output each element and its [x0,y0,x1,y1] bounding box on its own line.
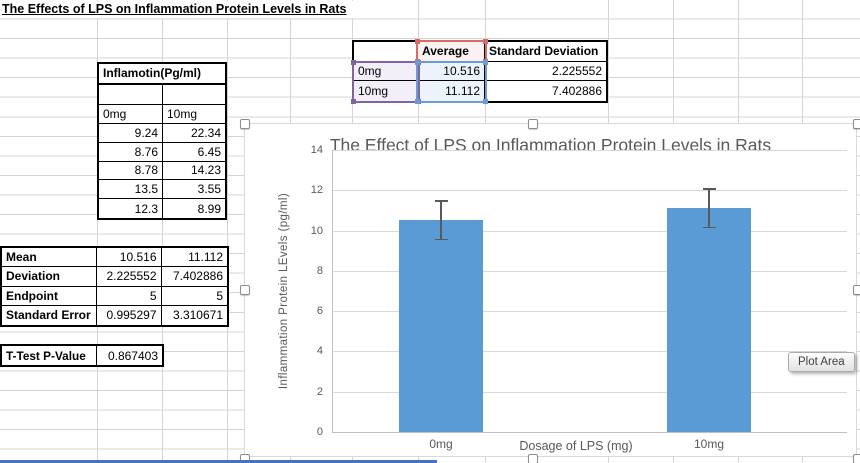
data-cell[interactable]: 8.78 [99,161,163,181]
chart-gridline [332,230,847,232]
ttest-value[interactable]: 0.867403 [97,346,162,365]
summary-average-0mg[interactable]: 10.516 [418,61,485,82]
summary-label-10mg[interactable]: 10mg [354,81,418,101]
average-header-cell[interactable]: Average [418,42,485,62]
summary-table: Average Standard Deviation 0mg 10.516 2.… [351,39,608,104]
ttest-label[interactable]: T-Test P-Value [2,346,97,365]
stat-value[interactable]: 11.112 [161,248,227,268]
sheet-title-cell[interactable]: The Effects of LPS on Inflammation Prote… [0,1,355,18]
y-tick-label: 8 [316,264,323,277]
window-bottom-edge [0,460,437,463]
x-category-label: 0mg [429,437,453,451]
data-cell[interactable]: 22.34 [163,124,225,143]
std-dev-header-cell[interactable]: Standard Deviation [485,42,606,62]
stat-value[interactable]: 10.516 [97,248,162,268]
inflamotin-table: Inflamotin(Pg/ml) 0mg 10mg 9.24 22.34 8.… [97,62,227,220]
inflamotin-table-header[interactable]: Inflamotin(Pg/ml) [99,64,225,85]
chart-gridline [332,311,847,313]
sheet-gridline [162,0,163,463]
sheet-gridline [97,0,98,463]
plot-area[interactable]: 0 2 4 6 8 10 12 14 0mg 10mg [245,124,856,456]
data-cell[interactable]: 9.24 [99,124,163,143]
column-header-0mg[interactable]: 0mg [99,105,163,124]
chart-selection-handle[interactable] [853,454,860,463]
y-tick-label: 4 [316,345,323,358]
chart-selection-handle[interactable] [528,119,538,129]
bar-0mg[interactable] [399,220,483,432]
data-cell[interactable]: 8.76 [99,142,163,162]
sheet-gridline [227,0,228,463]
stat-value[interactable]: 5 [161,286,227,306]
plot-area-tooltip: Plot Area [788,352,855,372]
data-cell[interactable]: 8.99 [163,199,225,218]
empty-cell[interactable] [163,84,225,105]
empty-cell[interactable] [354,42,418,62]
chart-gridline [332,391,847,393]
chart-gridline [332,351,847,353]
data-cell[interactable]: 14.23 [163,161,225,181]
chart-selection-handle[interactable] [853,119,860,129]
summary-stddev-10mg[interactable]: 7.402886 [485,81,606,101]
stat-label-mean[interactable]: Mean [2,248,97,268]
stats-table: Mean 10.516 11.112 Deviation 2.225552 7.… [0,246,229,327]
stat-label-endpoint[interactable]: Endpoint [2,286,97,306]
chart-selection-handle[interactable] [240,454,250,463]
error-bar-line [708,188,710,229]
summary-stddev-0mg[interactable]: 2.225552 [485,61,606,82]
bar-10mg[interactable] [667,208,751,432]
stat-label-deviation[interactable]: Deviation [2,267,97,287]
x-category-label: 10mg [693,437,725,451]
y-tick-label: 6 [316,305,323,318]
summary-label-0mg[interactable]: 0mg [354,61,418,82]
y-tick-label: 0 [316,426,323,438]
y-tick-label: 14 [310,143,323,156]
chart-gridline [332,149,847,151]
error-bar-cap-top [702,188,716,190]
stat-value[interactable]: 2.225552 [97,267,162,287]
stat-value[interactable]: 7.402886 [161,267,227,287]
data-cell[interactable]: 6.45 [163,142,225,162]
column-header-10mg[interactable]: 10mg [163,105,225,124]
y-axis-line [332,150,333,433]
stat-label-standard-error[interactable]: Standard Error [2,305,97,325]
x-axis-title[interactable]: Dosage of LPS (mg) [519,439,633,453]
x-axis-line [332,432,847,433]
stat-value[interactable]: 5 [97,286,162,306]
chart-gridline [332,190,847,192]
chart-selection-handle[interactable] [240,119,250,129]
y-tick-label: 10 [310,224,323,237]
summary-average-10mg[interactable]: 11.112 [418,81,485,101]
chart-selection-handle[interactable] [853,285,860,295]
error-bar-line [440,200,442,241]
stat-value[interactable]: 3.310671 [161,305,227,325]
error-bar-cap-bottom [702,226,716,229]
chart-selection-handle[interactable] [528,454,538,463]
ttest-table: T-Test P-Value 0.867403 [0,344,164,367]
empty-cell[interactable] [99,84,163,105]
chart-selection-handle[interactable] [240,285,250,295]
data-cell[interactable]: 3.55 [163,180,225,200]
stat-value[interactable]: 0.995297 [97,305,162,325]
y-tick-label: 2 [316,385,323,398]
chart-gridline [332,270,847,272]
error-bar-cap-top [434,200,448,202]
data-cell[interactable]: 12.3 [99,199,163,218]
y-tick-label: 12 [310,184,323,197]
data-cell[interactable]: 13.5 [99,180,163,200]
error-bar-cap-bottom [434,238,448,241]
chart-object[interactable]: The Effect of LPS on Inflammation Protei… [240,119,860,463]
